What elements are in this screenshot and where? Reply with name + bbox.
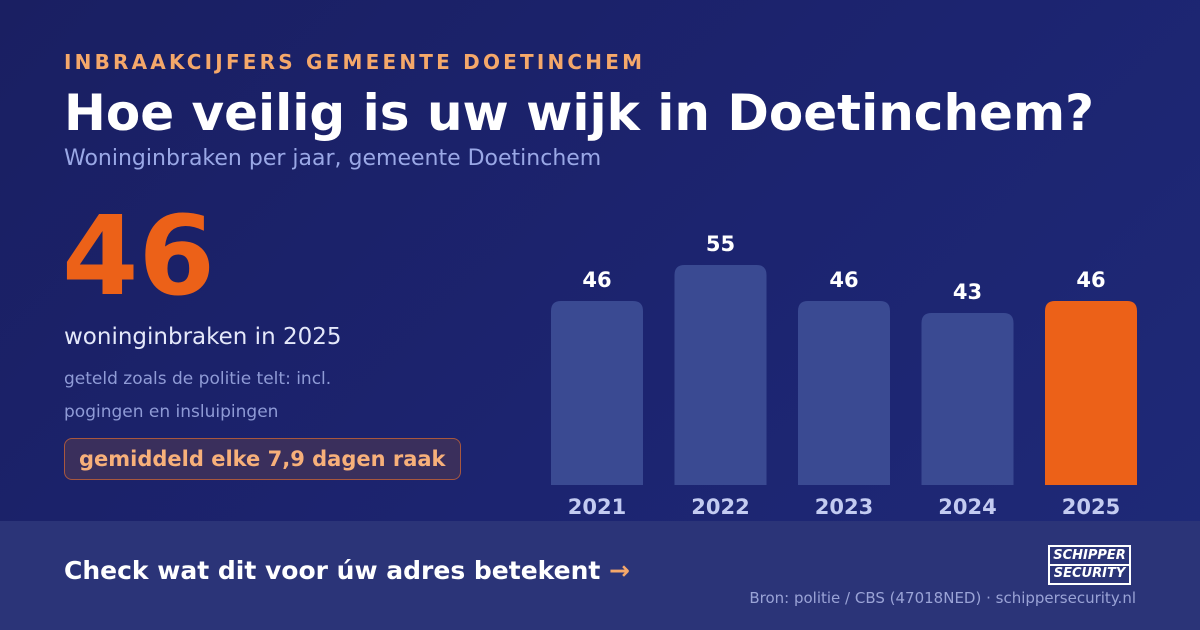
source-note: Bron: politie / CBS (47018NED) · schippe… xyxy=(749,589,1136,607)
frequency-badge: gemiddeld elke 7,9 dagen raak xyxy=(64,438,461,480)
data-label-2025: 46 xyxy=(1076,268,1105,292)
highlight-number: 46 xyxy=(62,192,216,320)
x-tick-2024: 2024 xyxy=(938,495,996,519)
x-tick-2023: 2023 xyxy=(815,495,873,519)
page-subtitle: Woninginbraken per jaar, gemeente Doetin… xyxy=(64,146,602,171)
x-tick-2022: 2022 xyxy=(691,495,749,519)
cta-text: Check wat dit voor úw adres betekent xyxy=(64,556,601,585)
counting-note: geteld zoals de politie telt: incl. pogi… xyxy=(64,369,332,422)
footer-band xyxy=(0,521,1200,630)
highlight-caption: woninginbraken in 2025 xyxy=(64,324,342,350)
data-label-2021: 46 xyxy=(582,268,611,292)
brand-logo: SCHIPPER SECURITY xyxy=(1048,545,1131,585)
bar-2024 xyxy=(921,313,1014,485)
cta-link[interactable]: Check wat dit voor úw adres betekent → xyxy=(64,556,630,585)
x-tick-2021: 2021 xyxy=(568,495,626,519)
x-tick-2025: 2025 xyxy=(1062,495,1120,519)
bar-2021 xyxy=(551,301,643,485)
page-title: Hoe veilig is uw wijk in Doetinchem? xyxy=(64,84,1095,142)
data-label-2023: 46 xyxy=(829,268,858,292)
bar-2022 xyxy=(674,265,767,485)
bar-2025 xyxy=(1045,301,1137,485)
data-label-2022: 55 xyxy=(706,232,735,256)
logo-line-2: SECURITY xyxy=(1050,564,1129,582)
bar-2023 xyxy=(798,301,890,485)
arrow-right-icon: → xyxy=(609,556,630,585)
data-label-2024: 43 xyxy=(953,280,982,304)
eyebrow-label: INBRAAKCIJFERS GEMEENTE DOETINCHEM xyxy=(64,50,646,74)
logo-line-1: SCHIPPER xyxy=(1053,548,1126,563)
